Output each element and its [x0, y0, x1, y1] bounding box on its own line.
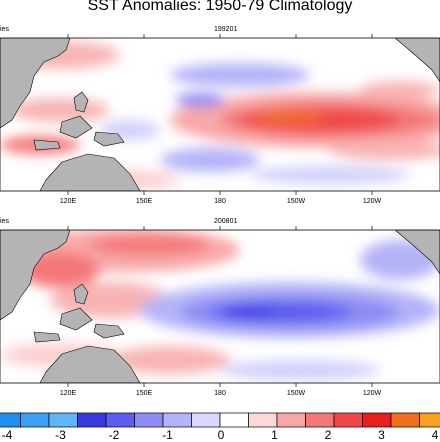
colorbar-box [220, 413, 249, 427]
colorbar-box [334, 413, 363, 427]
panel2-tick-150w: 150W [287, 390, 305, 397]
colorbar-box [277, 413, 306, 427]
colorbar-box [21, 413, 50, 427]
panel1-tick-150w: 150W [287, 198, 305, 205]
colorbar-box [249, 413, 278, 427]
colorbar-box [135, 413, 164, 427]
colorbar-box [0, 413, 21, 427]
panel1-tick-150e: 150E [136, 198, 152, 205]
panel2-tick-150e: 150E [136, 390, 152, 397]
panel1-tick-180: 180 [214, 198, 226, 205]
colorbar-box [163, 413, 192, 427]
panel1-map [0, 38, 440, 191]
colorbar [0, 413, 440, 427]
colorbar-box [106, 413, 135, 427]
panel2-tick-120w: 120W [363, 390, 381, 397]
colorbar-box [391, 413, 420, 427]
panel1-tick-120e: 120E [60, 198, 76, 205]
panel2-tick-120e: 120E [60, 390, 76, 397]
panel2-map [0, 228, 440, 383]
colorbar-box [306, 413, 335, 427]
colorbar-box [49, 413, 78, 427]
panel1-tick-120w: 120W [363, 198, 381, 205]
panel2-tick-180: 180 [214, 390, 226, 397]
colorbar-box [363, 413, 392, 427]
colorbar-box [420, 413, 440, 427]
colorbar-box [78, 413, 107, 427]
colorbar-box [192, 413, 221, 427]
